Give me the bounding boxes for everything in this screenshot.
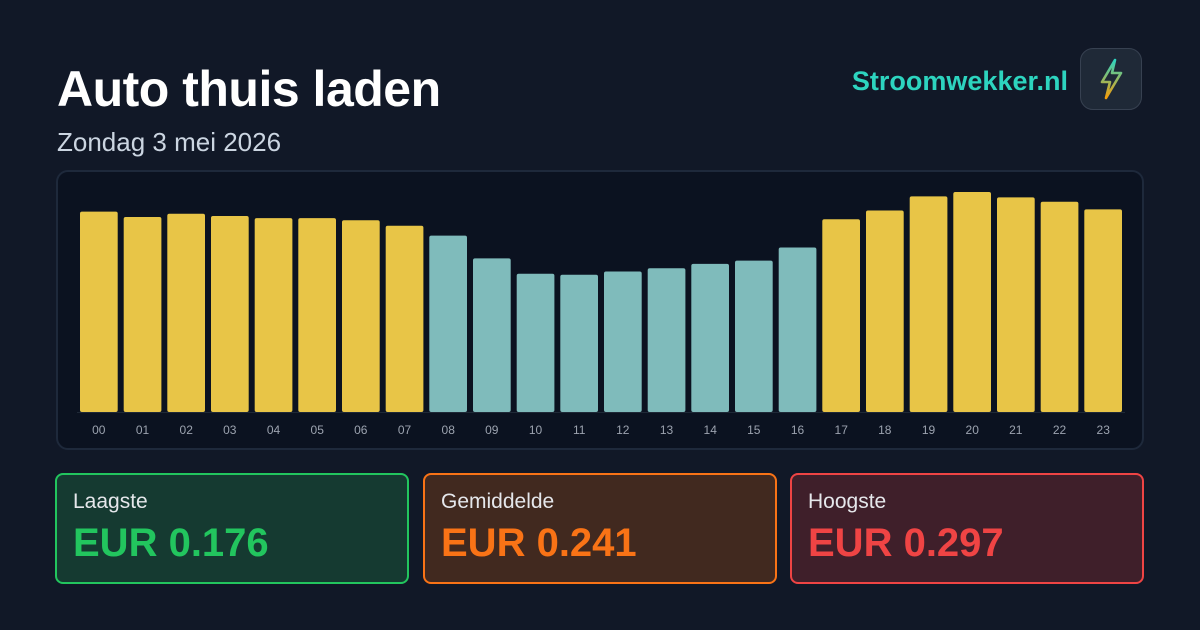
hour-tick-label: 17: [835, 423, 849, 437]
highest-price-label: Hoogste: [808, 490, 887, 513]
hour-tick-label: 08: [442, 423, 456, 437]
hour-tick-label: 07: [398, 423, 412, 437]
average-price-card: Gemiddelde EUR 0.241: [423, 473, 777, 584]
price-bar-hour-18[interactable]: [866, 210, 904, 413]
lowest-price-label: Laagste: [73, 490, 148, 513]
hour-tick-label: 00: [92, 423, 106, 437]
price-bar-hour-01[interactable]: [123, 217, 162, 412]
price-bar-hour-04[interactable]: [254, 218, 293, 412]
price-bar-hour-10[interactable]: [516, 273, 555, 412]
price-bar-hour-09[interactable]: [473, 258, 511, 412]
price-bar-hour-06[interactable]: [342, 220, 380, 412]
brand-name[interactable]: Stroomwekker.nl: [851, 66, 1068, 96]
average-price-value: EUR 0.241: [441, 521, 637, 565]
hour-tick-label: 13: [660, 423, 674, 437]
hour-tick-label: 21: [1009, 423, 1023, 437]
price-bar-hour-08[interactable]: [429, 235, 467, 412]
price-chart: 00 01 02 03 04 05 06 07 08 09 10 11 12 13 14 15 16 17 18 19…: [56, 170, 1144, 450]
page-title: Auto thuis laden: [57, 61, 441, 117]
hour-tick-label: 01: [136, 423, 150, 437]
hour-tick-label: 16: [791, 423, 805, 437]
price-bar-hour-07[interactable]: [385, 225, 424, 412]
hour-tick-label: 14: [704, 423, 718, 437]
price-bar-hour-13[interactable]: [647, 268, 686, 412]
hour-tick-label: 18: [878, 423, 892, 437]
price-bar-hour-14[interactable]: [691, 263, 729, 412]
price-bar-hour-21[interactable]: [997, 197, 1035, 412]
hour-tick-label: 02: [180, 423, 194, 437]
hour-tick-label: 09: [485, 423, 499, 437]
price-chart-svg: 00 01 02 03 04 05 06 07 08 09 10 11 12 13 14 15 16 17 18 19…: [77, 192, 1125, 437]
price-bar-hour-11[interactable]: [560, 274, 598, 412]
price-bar-hour-05[interactable]: [298, 218, 336, 412]
highest-price-card: Hoogste EUR 0.297: [790, 473, 1144, 584]
lightning-bolt-icon: [1100, 58, 1123, 100]
price-bar-hour-15[interactable]: [735, 260, 773, 412]
price-bar-hour-22[interactable]: [1040, 201, 1079, 412]
price-bar-hour-23[interactable]: [1084, 209, 1122, 412]
price-bar-hour-03[interactable]: [211, 216, 249, 412]
hour-tick-label: 10: [529, 423, 543, 437]
hour-tick-label: 22: [1053, 423, 1067, 437]
hour-tick-label: 05: [311, 423, 325, 437]
brand-logo[interactable]: [1080, 48, 1142, 110]
date-subtitle: Zondag 3 mei 2026: [57, 127, 282, 157]
hour-tick-label: 19: [922, 423, 936, 437]
price-bar-hour-02[interactable]: [167, 213, 205, 412]
price-bar-hour-19[interactable]: [909, 196, 948, 412]
price-bar-hour-12[interactable]: [604, 271, 642, 413]
hour-tick-label: 23: [1097, 423, 1111, 437]
hour-tick-label: 12: [616, 423, 630, 437]
price-bar-hour-20[interactable]: [953, 192, 991, 412]
price-bar-hour-17[interactable]: [822, 219, 860, 412]
hour-tick-label: 06: [354, 423, 368, 437]
lowest-price-value: EUR 0.176: [73, 521, 269, 565]
price-bar-hour-16[interactable]: [778, 247, 817, 413]
hour-tick-label: 20: [966, 423, 980, 437]
price-bar-hour-00[interactable]: [80, 211, 118, 412]
hour-tick-label: 04: [267, 423, 281, 437]
hour-tick-label: 03: [223, 423, 237, 437]
average-price-label: Gemiddelde: [441, 490, 555, 513]
hour-tick-label: 11: [573, 423, 586, 437]
lowest-price-card: Laagste EUR 0.176: [55, 473, 409, 584]
highest-price-value: EUR 0.297: [808, 521, 1004, 565]
hour-tick-label: 15: [747, 423, 761, 437]
